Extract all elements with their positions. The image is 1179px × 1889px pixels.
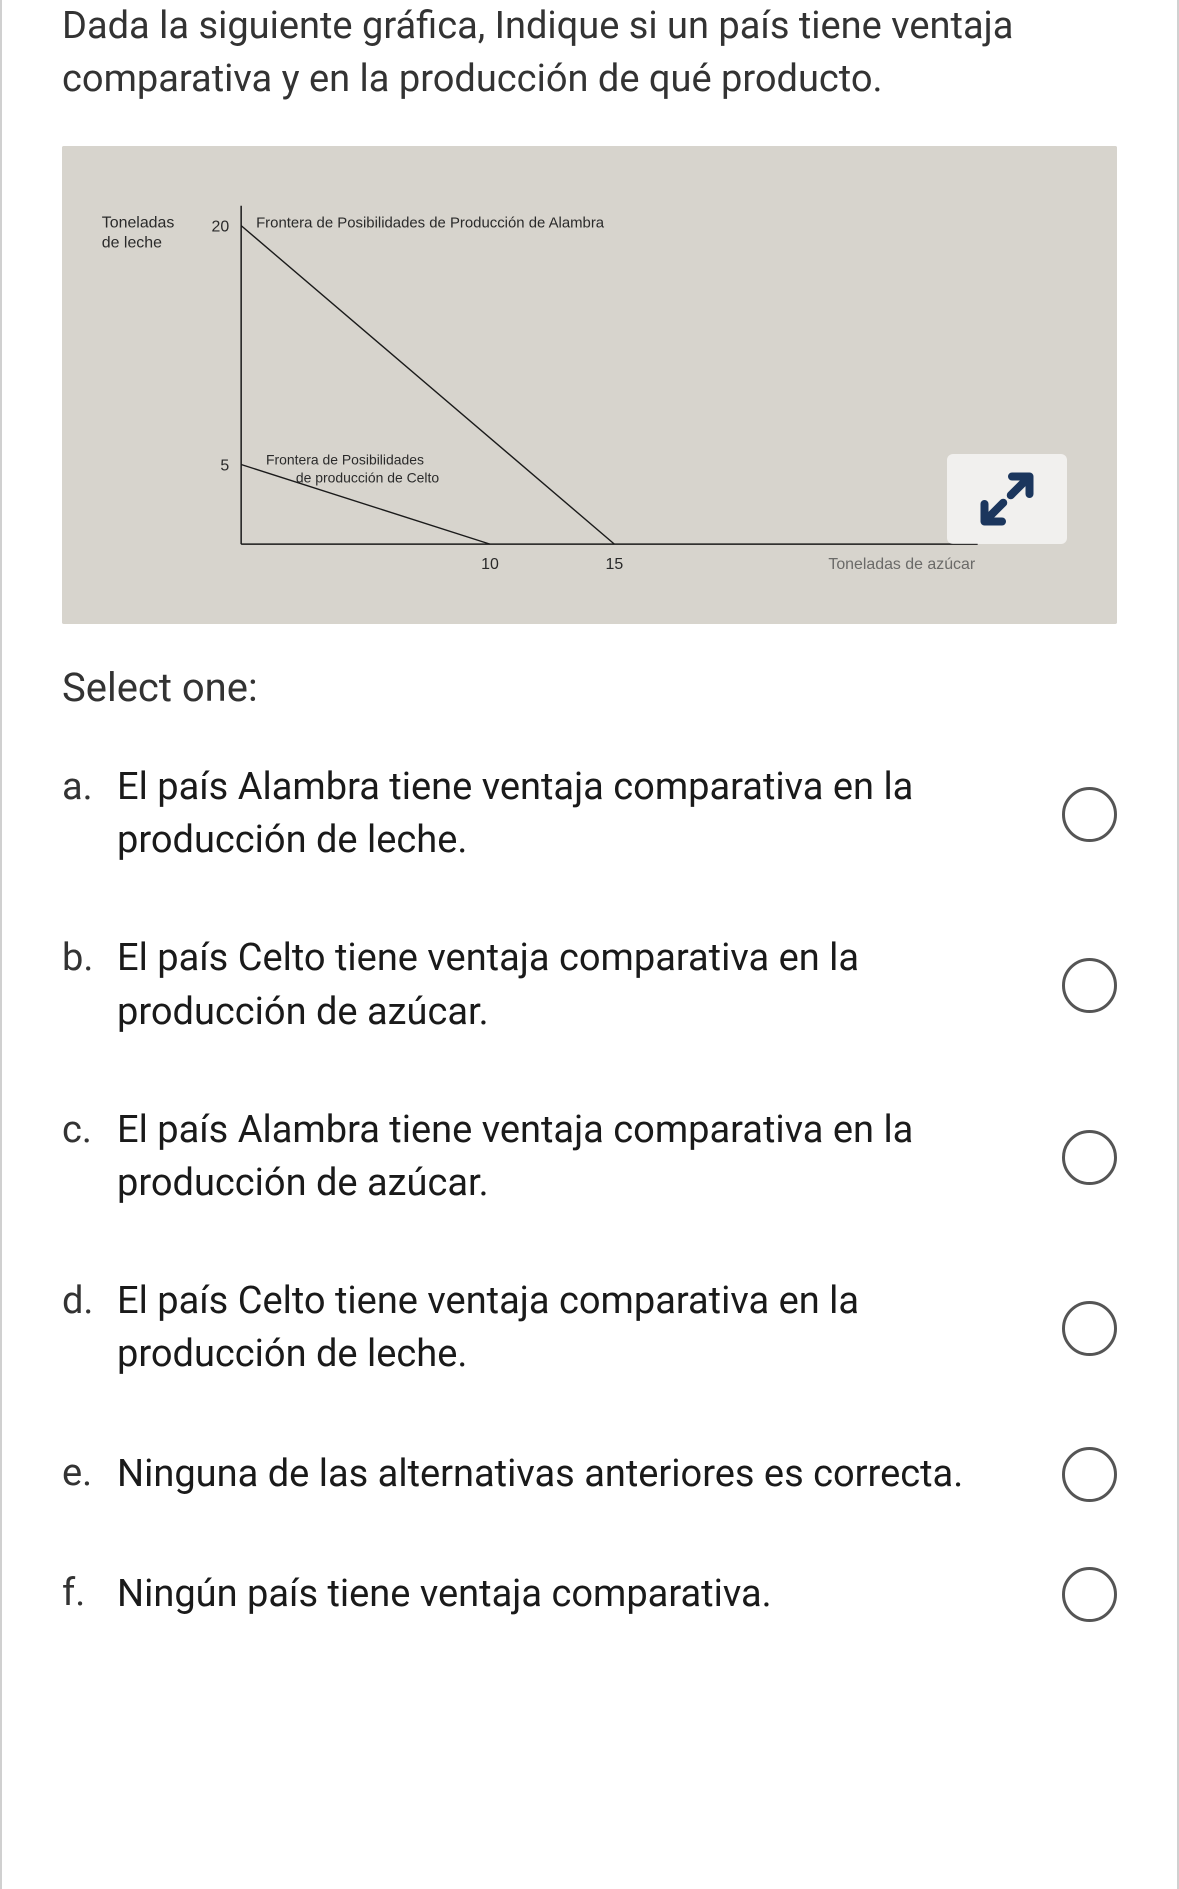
xtick-10: 10	[481, 556, 499, 573]
radio-d[interactable]	[1062, 1301, 1117, 1356]
question-text: Dada la siguiente gráfica, Indique si un…	[62, 0, 1117, 106]
option-letter: e.	[62, 1447, 102, 1495]
option-text: El país Alambra tiene ventaja comparativ…	[117, 761, 1047, 867]
option-text: El país Celto tiene ventaja comparativa …	[117, 932, 1047, 1038]
select-one-label: Select one:	[62, 664, 1117, 711]
x-axis-label: Toneladas de azúcar	[828, 556, 975, 573]
ppf-chart: 20 5 10 15 Toneladas de leche Toneladas …	[62, 146, 1117, 624]
label-celto-2: de producción de Celto	[296, 470, 439, 486]
y-axis-label-2: de leche	[102, 235, 162, 252]
y-axis-label-1: Toneladas	[102, 215, 175, 232]
option-letter: a.	[62, 761, 102, 809]
expand-image-button[interactable]	[947, 454, 1067, 544]
question-card: Dada la siguiente gráfica, Indique si un…	[0, 0, 1179, 1889]
option-text: El país Celto tiene ventaja comparativa …	[117, 1275, 1047, 1381]
radio-e[interactable]	[1062, 1447, 1117, 1502]
label-alambra: Frontera de Posibilidades de Producción …	[256, 215, 605, 232]
expand-icon	[977, 469, 1037, 529]
option-text: El país Alambra tiene ventaja comparativ…	[117, 1104, 1047, 1210]
option-letter: c.	[62, 1104, 102, 1152]
ytick-5: 5	[220, 458, 229, 475]
radio-a[interactable]	[1062, 787, 1117, 842]
option-text: Ningún país tiene ventaja comparativa.	[117, 1568, 1047, 1621]
xtick-15: 15	[606, 556, 624, 573]
option-c[interactable]: c. El país Alambra tiene ventaja compara…	[62, 1104, 1117, 1210]
option-letter: b.	[62, 932, 102, 980]
label-celto-1: Frontera de Posibilidades	[266, 452, 424, 468]
option-letter: f.	[62, 1567, 102, 1615]
radio-b[interactable]	[1062, 958, 1117, 1013]
ytick-20: 20	[212, 219, 230, 236]
option-b[interactable]: b. El país Celto tiene ventaja comparati…	[62, 932, 1117, 1038]
option-letter: d.	[62, 1275, 102, 1323]
chart-svg: 20 5 10 15 Toneladas de leche Toneladas …	[62, 146, 1117, 624]
option-text: Ninguna de las alternativas anteriores e…	[117, 1448, 1047, 1501]
option-d[interactable]: d. El país Celto tiene ventaja comparati…	[62, 1275, 1117, 1381]
option-e[interactable]: e. Ninguna de las alternativas anteriore…	[62, 1447, 1117, 1502]
radio-f[interactable]	[1062, 1567, 1117, 1622]
radio-c[interactable]	[1062, 1130, 1117, 1185]
option-a[interactable]: a. El país Alambra tiene ventaja compara…	[62, 761, 1117, 867]
option-f[interactable]: f. Ningún país tiene ventaja comparativa…	[62, 1567, 1117, 1622]
